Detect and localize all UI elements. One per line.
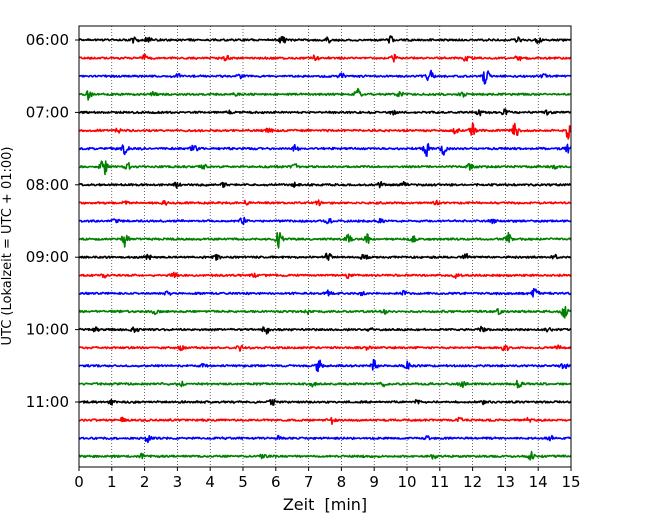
plot-frame	[78, 25, 572, 468]
seismogram-trace	[78, 108, 572, 117]
y-tick-label: 09:00	[26, 248, 69, 266]
x-tick-label: 12	[463, 473, 482, 491]
traces	[78, 35, 572, 461]
x-tick-label: 8	[337, 473, 347, 491]
x-tick-label: 2	[140, 473, 150, 491]
x-tick-label: 5	[238, 473, 248, 491]
x-axis: 0 1 2 3 4 5 6 7 8 9 10 11 12 13 14 15	[74, 467, 581, 491]
y-axis: 06:00 07:00 08:00 09:00 10:00 11:00	[26, 31, 79, 411]
x-tick-label: 6	[271, 473, 281, 491]
x-tick-label: 9	[369, 473, 379, 491]
y-axis-label: UTC (Lokalzeit = UTC + 01:00)	[0, 147, 15, 346]
seismogram-trace	[78, 180, 572, 189]
x-tick-label: 4	[205, 473, 215, 491]
y-tick-label: 07:00	[26, 103, 69, 121]
x-tick-label: 1	[107, 473, 117, 491]
seismogram-trace	[78, 122, 572, 140]
seismogram-trace	[78, 450, 572, 461]
y-tick-label: 06:00	[26, 31, 69, 49]
x-tick-label: 14	[529, 473, 548, 491]
seismogram-trace	[78, 53, 572, 63]
seismogram-trace	[78, 379, 572, 389]
y-tick-label: 08:00	[26, 176, 69, 194]
seismogram-trace	[78, 252, 572, 261]
seismogram-trace	[78, 199, 572, 207]
seismogram-trace	[78, 288, 572, 298]
seismogram-trace	[78, 271, 572, 280]
x-tick-label: 11	[430, 473, 449, 491]
seismogram-trace	[78, 216, 572, 226]
seismogram-trace	[78, 87, 572, 101]
seismogram-trace	[78, 434, 572, 444]
x-tick-label: 7	[304, 473, 314, 491]
y-tick-label: 10:00	[26, 321, 69, 339]
x-tick-label: 3	[173, 473, 183, 491]
x-tick-label: 13	[496, 473, 515, 491]
seismogram-trace	[78, 35, 572, 45]
seismogram-trace	[78, 358, 572, 373]
seismogram-trace	[78, 398, 572, 406]
seismogram-trace	[78, 231, 572, 249]
seismogram-trace	[78, 305, 572, 319]
x-axis-label: Zeit [min]	[283, 495, 367, 514]
seismogram-trace	[78, 69, 572, 85]
x-tick-label: 15	[561, 473, 580, 491]
seismogram-trace	[78, 160, 572, 176]
x-tick-label: 0	[74, 473, 84, 491]
seismogram-trace	[78, 344, 572, 352]
y-tick-label: 11:00	[26, 393, 69, 411]
seismogram-trace	[78, 325, 572, 335]
x-tick-label: 10	[397, 473, 416, 491]
seismogram-trace	[78, 416, 572, 425]
seismogram-trace	[78, 143, 572, 157]
